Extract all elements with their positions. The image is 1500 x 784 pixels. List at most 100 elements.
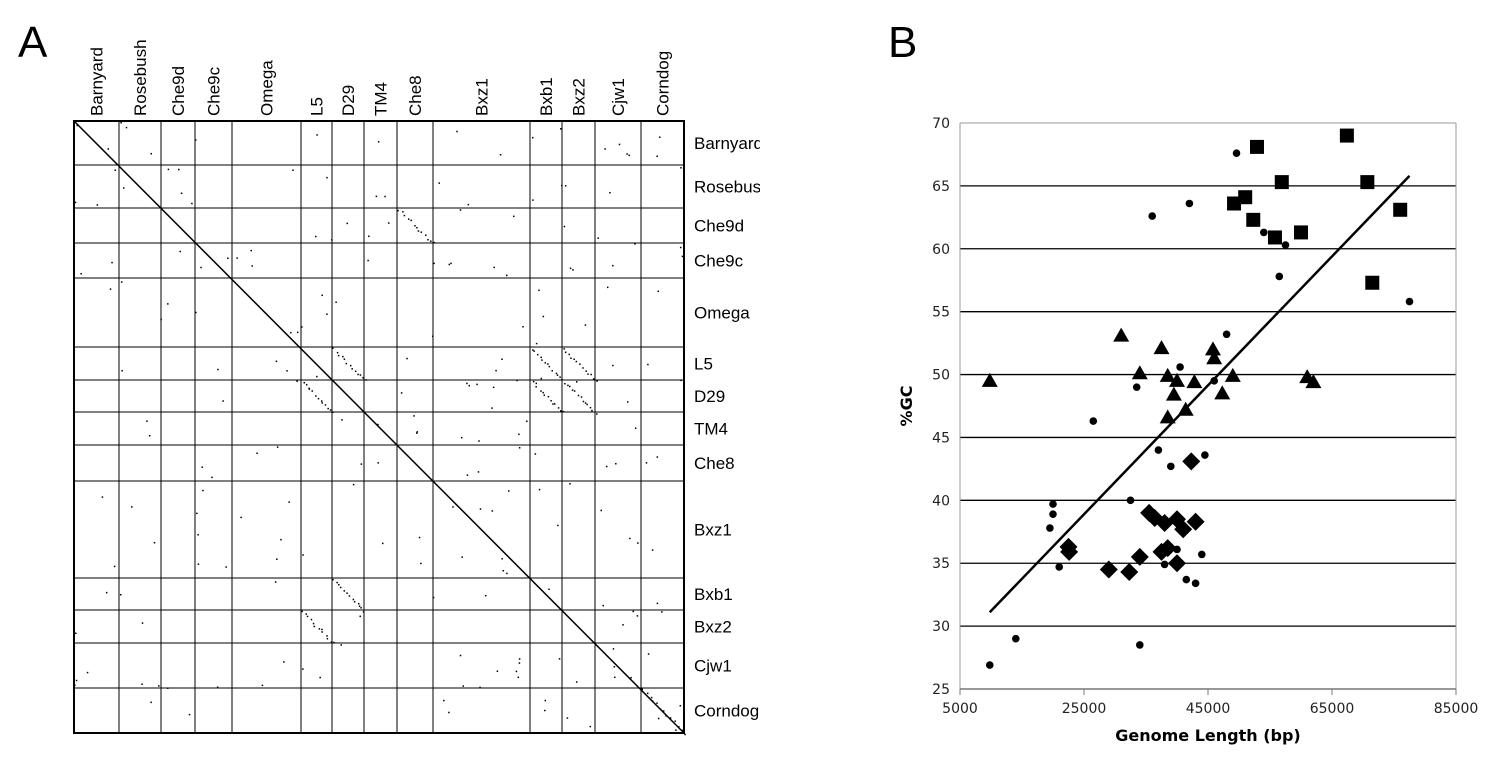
similarity-dot [564,382,566,385]
similarity-dot [499,153,502,156]
similarity-dot [317,397,320,400]
similarity-dot [532,380,535,383]
panel-a-label: A [18,18,48,67]
column-label-l5: L5 [308,97,327,116]
similarity-dot [351,368,353,370]
similarity-dot [570,357,572,359]
similarity-dot [148,434,151,437]
similarity-dot [647,653,650,655]
similarity-dot [301,610,303,613]
similarity-dot [456,130,458,133]
y-tick-label: 50 [932,368,950,384]
data-point-diamond [1145,508,1164,527]
similarity-dot [544,362,547,364]
similarity-dot [178,168,180,171]
similarity-dot [679,705,682,707]
data-point-square [1249,139,1264,154]
row-label-l5: L5 [694,355,713,374]
similarity-dot [582,367,584,369]
similarity-dot [240,516,242,519]
similarity-dot [319,676,321,679]
similarity-dot [680,167,682,169]
similarity-dot [80,272,82,275]
column-label-tm4: TM4 [372,82,391,116]
similarity-dot [166,687,169,689]
data-point-square [1393,202,1408,217]
similarity-dot [629,537,631,540]
similarity-dot [544,709,546,712]
data-point-circle [1281,241,1290,249]
similarity-dot [479,508,482,510]
row-label-che9d: Che9d [694,217,744,236]
similarity-dot [634,243,636,245]
similarity-dot [661,611,663,613]
self-similarity-diagonal [73,120,685,734]
similarity-dot [150,152,153,155]
similarity-dot [406,357,408,360]
similarity-dot [275,360,278,363]
similarity-dot [414,224,416,227]
data-point-circle [1046,524,1054,532]
similarity-dot [160,318,162,321]
similarity-dot [460,436,463,439]
similarity-dot [358,605,361,607]
data-point-circle [1222,330,1231,339]
similarity-dot [646,692,649,695]
matrix-border [73,120,685,734]
similarity-dot [656,155,658,158]
data-point-diamond [1186,512,1205,531]
data-point-circle [985,661,994,669]
data-point-circle [1089,417,1098,425]
similarity-dot [96,204,99,206]
data-point-square [1227,196,1242,211]
similarity-dot [222,400,224,402]
similarity-dot [443,699,445,702]
data-point-diamond [1059,537,1078,556]
similarity-dot [251,265,253,267]
column-label-che9c: Che9c [205,66,224,116]
row-label-bxz1: Bxz1 [694,521,732,540]
similarity-dot [558,658,561,660]
similarity-dot [341,419,343,421]
similarity-dot [303,381,306,384]
similarity-dot [368,235,370,238]
similarity-dot [336,581,338,584]
similarity-dot [179,250,182,253]
similarity-dot [316,375,318,378]
similarity-dot [375,195,378,198]
data-point-triangle [1131,365,1148,380]
data-point-circle [1201,451,1209,459]
data-point-circle [1132,383,1141,391]
similarity-dot [427,238,429,241]
similarity-dot [596,413,598,415]
similarity-dot [357,373,359,376]
similarity-dot [76,124,79,127]
similarity-dot [675,729,677,731]
similarity-dot [200,266,202,269]
similarity-dot [311,390,314,392]
similarity-dot [674,720,676,722]
similarity-dot [448,263,451,266]
data-point-circle [1049,510,1057,518]
similarity-dot [547,363,549,365]
similarity-dot [362,377,364,379]
similarity-dot [261,684,264,687]
similarity-dot [501,358,503,360]
similarity-dot [543,394,546,396]
x-tick-label: 45000 [1186,701,1231,717]
similarity-dot [538,488,541,491]
similarity-dot [420,231,423,233]
similarity-dot [365,379,367,381]
similarity-dot [197,563,200,565]
column-label-bxb1: Bxb1 [537,77,556,116]
similarity-dot [632,610,634,613]
similarity-dot [308,388,311,390]
y-tick-label: 70 [932,116,950,132]
similarity-dot [571,389,574,391]
similarity-dot [332,411,334,413]
similarity-dot [296,380,298,382]
similarity-dot [491,407,493,409]
similarity-dot [612,264,614,267]
similarity-dot [321,628,323,631]
similarity-dot [681,255,684,258]
